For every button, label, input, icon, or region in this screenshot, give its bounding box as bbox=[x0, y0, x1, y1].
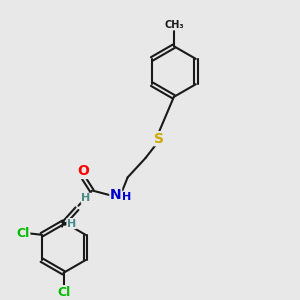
Text: N: N bbox=[110, 188, 122, 202]
Text: H: H bbox=[67, 219, 76, 229]
Text: H: H bbox=[81, 193, 91, 203]
Text: Cl: Cl bbox=[16, 227, 30, 240]
Text: O: O bbox=[77, 164, 89, 178]
Text: CH₃: CH₃ bbox=[164, 20, 184, 30]
Text: H: H bbox=[122, 192, 131, 202]
Text: S: S bbox=[154, 132, 164, 145]
Text: Cl: Cl bbox=[57, 286, 70, 299]
